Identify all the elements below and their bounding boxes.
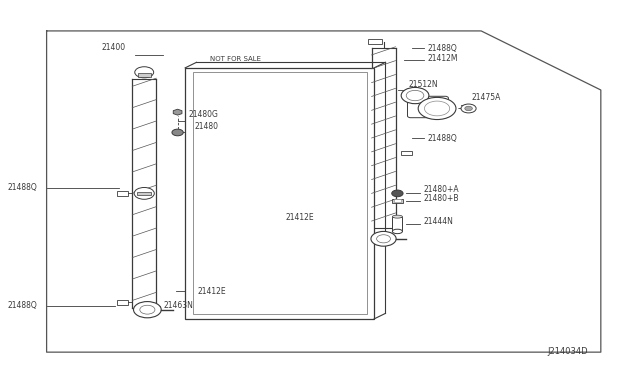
Circle shape	[140, 305, 155, 314]
Ellipse shape	[392, 229, 403, 234]
Circle shape	[461, 104, 476, 113]
Text: J214034D: J214034D	[548, 347, 588, 356]
FancyBboxPatch shape	[408, 96, 449, 118]
Text: 21412M: 21412M	[428, 54, 458, 63]
Bar	[138, 192, 151, 195]
Text: 21480+B: 21480+B	[423, 195, 459, 203]
Bar	[394, 199, 401, 202]
Text: 21400: 21400	[101, 43, 125, 52]
Text: 21475A: 21475A	[472, 93, 501, 102]
Circle shape	[172, 129, 183, 136]
Circle shape	[135, 67, 154, 78]
Bar	[392, 199, 403, 203]
Text: 21480+A: 21480+A	[423, 185, 459, 194]
Text: 21488Q: 21488Q	[8, 183, 37, 192]
Text: 21488Q: 21488Q	[428, 134, 458, 142]
Text: 21480: 21480	[195, 122, 219, 131]
Circle shape	[134, 187, 154, 199]
Bar	[116, 301, 128, 305]
Text: NOT FOR SALE: NOT FOR SALE	[210, 56, 261, 62]
Text: 21412E: 21412E	[286, 213, 314, 222]
Bar	[185, 68, 374, 319]
Ellipse shape	[392, 215, 403, 218]
Text: 21463N: 21463N	[163, 301, 193, 311]
Text: 21480G: 21480G	[188, 109, 218, 119]
Bar	[138, 73, 150, 77]
Text: 21412E: 21412E	[198, 287, 227, 296]
Circle shape	[371, 231, 396, 246]
Text: 21488Q: 21488Q	[428, 44, 458, 53]
Circle shape	[424, 101, 450, 116]
Text: 21444N: 21444N	[423, 217, 453, 225]
Text: 21488Q: 21488Q	[8, 301, 37, 311]
Bar	[392, 217, 403, 231]
Bar	[193, 72, 367, 314]
Bar	[401, 151, 412, 155]
Circle shape	[376, 235, 390, 243]
Circle shape	[401, 87, 429, 104]
Circle shape	[406, 90, 424, 101]
Bar	[369, 39, 382, 44]
Circle shape	[392, 190, 403, 197]
Circle shape	[418, 97, 456, 119]
Bar	[116, 191, 128, 196]
Text: 21512N: 21512N	[409, 80, 438, 89]
Circle shape	[134, 302, 161, 318]
Circle shape	[465, 106, 472, 111]
